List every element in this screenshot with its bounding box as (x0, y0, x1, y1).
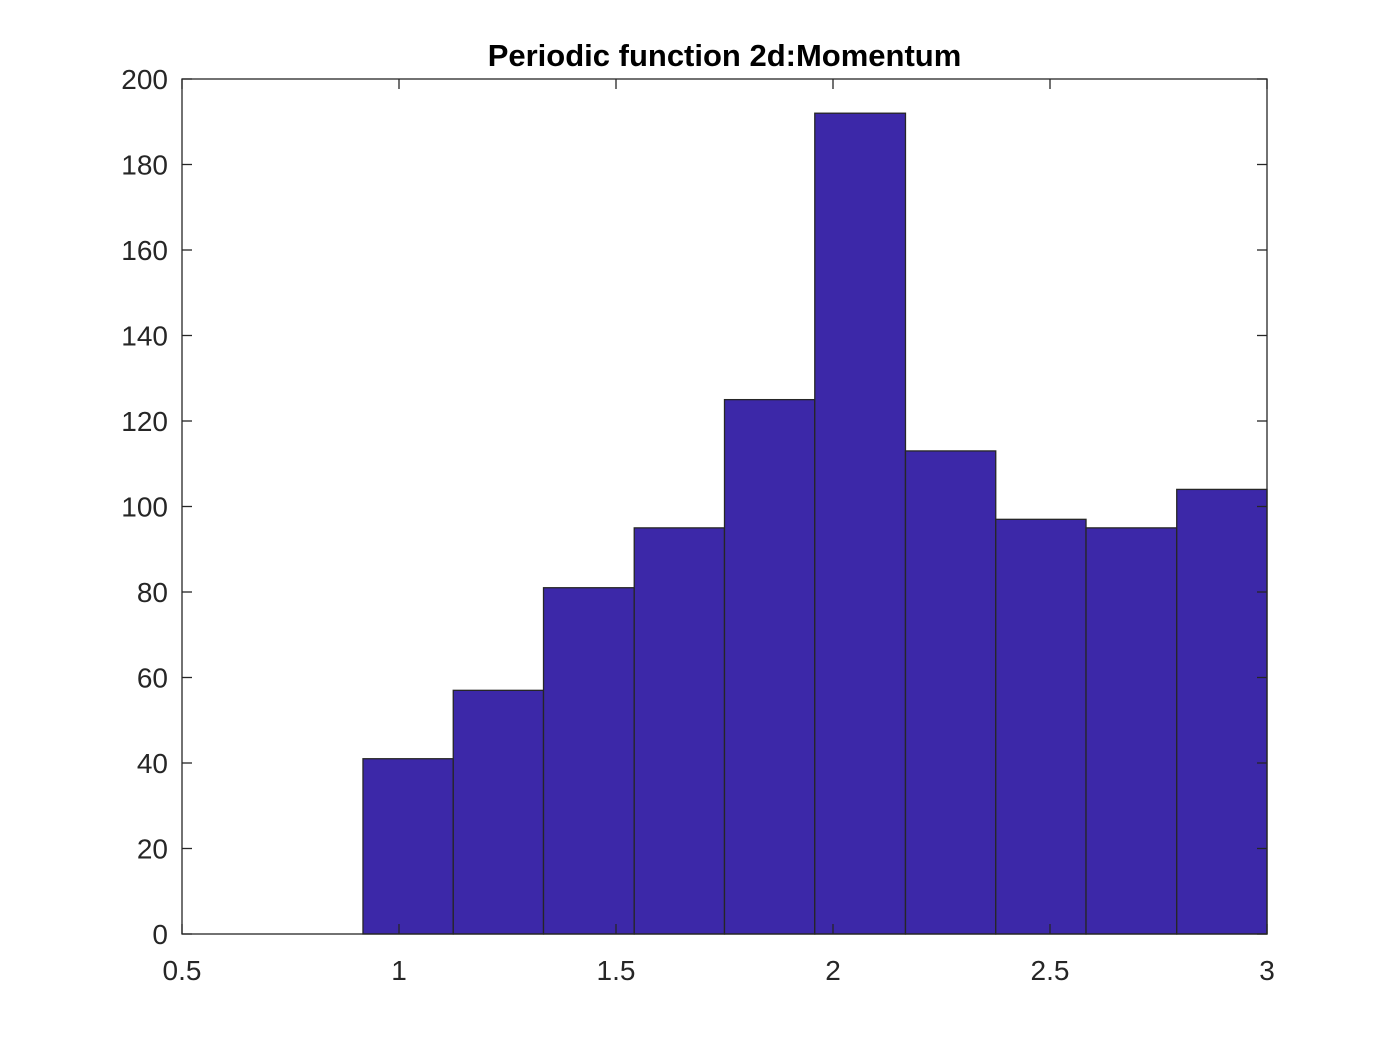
bar-1 (362, 758, 454, 935)
x-tick-label: 1.5 (597, 955, 636, 986)
y-tick-label: 0 (152, 919, 168, 950)
axes-group: 0.5 1 1.5 2 2.5 3 0 20 40 60 80 100 120 140 160 180 200 (121, 64, 1275, 986)
y-tick-label: 120 (121, 406, 168, 437)
x-tick-label: 2 (825, 955, 841, 986)
y-tick-label: 100 (121, 492, 168, 523)
bar-4 (633, 527, 726, 935)
bar-2 (452, 689, 545, 935)
chart-title: Periodic function 2d:Momentum (488, 38, 962, 73)
x-tick-label: 1 (391, 955, 407, 986)
y-tick-label: 40 (137, 748, 168, 779)
x-tick-label: 0.5 (163, 955, 202, 986)
bar-6 (814, 112, 907, 935)
bar-9 (1085, 527, 1178, 935)
y-tick-label: 80 (137, 577, 168, 608)
bar-8 (995, 518, 1087, 935)
bar-3 (542, 587, 635, 935)
bars-group (362, 112, 1268, 935)
y-tick-label: 140 (121, 321, 168, 352)
bar-10 (1176, 488, 1268, 935)
x-tick-label: 3 (1259, 955, 1275, 986)
y-tick-label: 180 (121, 150, 168, 181)
y-tick-label: 200 (121, 64, 168, 95)
bar-7 (904, 450, 997, 935)
y-tick-label: 60 (137, 663, 168, 694)
y-tick-label: 20 (137, 834, 168, 865)
y-tick-label: 160 (121, 235, 168, 266)
x-tick-label: 2.5 (1031, 955, 1070, 986)
bar-5 (723, 398, 816, 935)
